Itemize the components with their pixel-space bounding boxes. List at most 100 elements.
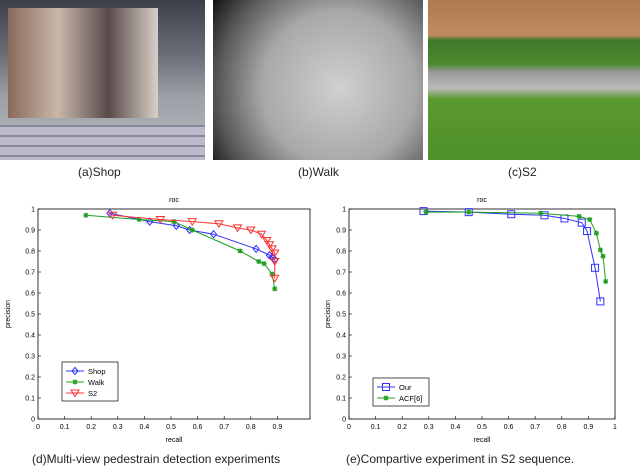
- caption-a: (a)Shop: [78, 165, 121, 179]
- legend-label: S2: [88, 389, 97, 398]
- legend-label: ACF[6]: [399, 394, 422, 403]
- legend-marker: [70, 389, 80, 398]
- series-our-point: [577, 218, 586, 227]
- caption-b: (b)Walk: [298, 165, 339, 179]
- y-tick-label: 0.5: [336, 312, 346, 319]
- series-shop-point: [252, 244, 260, 254]
- legend-label: Shop: [88, 367, 106, 376]
- chart-title: roc: [477, 197, 487, 204]
- x-tick-label: 0.7: [219, 424, 229, 431]
- y-tick-label: 0.8: [25, 249, 35, 256]
- series-s2-point: [256, 230, 267, 239]
- x-tick-label: 0: [347, 424, 351, 431]
- y-tick-label: 0.1: [25, 396, 35, 403]
- chart-comparative: roc recall precision 0 0.1 0.2 0.3 0.4 0.5 0.6 0.7…: [325, 197, 617, 444]
- y-tick-label: 0.3: [336, 354, 346, 361]
- x-tick-label: 0.6: [193, 424, 203, 431]
- legend-label: Walk: [88, 378, 105, 387]
- series-walk-point: [237, 248, 243, 254]
- railing: [0, 125, 205, 160]
- x-tick-label: 0.9: [584, 424, 594, 431]
- photo-s2: [428, 0, 640, 160]
- series-acf6-point: [603, 278, 609, 284]
- series-s2-line: [112, 214, 276, 279]
- y-tick-label: 0.2: [336, 375, 346, 382]
- y-tick-label: 0.2: [25, 375, 35, 382]
- x-tick-label: 0.4: [451, 424, 461, 431]
- caption-e: (e)Compartive experiment in S2 sequence.: [346, 452, 575, 466]
- series-acf6-point: [538, 210, 544, 216]
- series-acf6-point: [587, 217, 593, 222]
- series-shop-point: [209, 229, 218, 239]
- series-walk-point: [256, 259, 262, 264]
- y-tick-label: 0.3: [25, 354, 35, 361]
- y-tick-label: 0.7: [336, 270, 346, 277]
- series-s2-point: [264, 241, 275, 250]
- y-axis-label: precision: [325, 300, 332, 328]
- series-acf6-point: [576, 213, 582, 219]
- x-tick-label: 0: [36, 424, 40, 431]
- y-tick-label: 0: [31, 417, 35, 424]
- x-tick-label: 0.3: [113, 424, 123, 431]
- x-tick-label: 0.6: [504, 424, 514, 431]
- x-tick-label: 0.9: [273, 424, 283, 431]
- series-s2-point: [232, 224, 243, 233]
- y-tick-label: 0.8: [336, 249, 346, 256]
- series-s2-point: [107, 211, 118, 220]
- caption-d: (d)Multi-view pedestrain detection exper…: [32, 452, 281, 466]
- x-axis-label: recall: [474, 437, 491, 444]
- series-walk-point: [272, 286, 278, 292]
- x-tick-label: 0.4: [140, 424, 150, 431]
- series-acf6-point: [466, 209, 472, 215]
- x-tick-label: 0.3: [424, 424, 434, 431]
- y-tick-label: 0.9: [25, 228, 35, 235]
- series-acf6-point: [597, 247, 603, 253]
- y-tick-label: 0.4: [25, 333, 35, 340]
- series-s2-point: [187, 218, 198, 227]
- legend-marker: [382, 383, 390, 391]
- legend-marker: [71, 366, 79, 376]
- photo-shop: [0, 0, 205, 160]
- series-s2-point: [267, 245, 277, 254]
- series-s2-point: [213, 220, 224, 229]
- series-s2-point: [261, 237, 272, 245]
- x-tick-label: 0.1: [371, 424, 381, 431]
- series-s2-point: [245, 226, 256, 235]
- series-walk-point: [261, 261, 267, 267]
- series-walk-point: [189, 227, 195, 233]
- x-tick-label: 0.2: [86, 424, 96, 431]
- series-acf6-point: [593, 230, 599, 236]
- y-tick-label: 0.6: [25, 291, 35, 298]
- y-tick-label: 0.5: [25, 312, 35, 319]
- series-walk-point: [83, 212, 89, 218]
- x-tick-label: 0.2: [397, 424, 407, 431]
- y-tick-label: 0.1: [336, 396, 346, 403]
- y-tick-label: 0: [342, 417, 346, 424]
- x-tick-label: 0.5: [477, 424, 487, 431]
- x-tick-label: 1: [613, 424, 617, 431]
- photo-walk: [213, 0, 423, 160]
- series-s2-point: [269, 274, 280, 283]
- series-our-point: [507, 210, 516, 219]
- y-tick-label: 1: [342, 207, 346, 214]
- chart-title: roc: [169, 197, 179, 204]
- y-tick-label: 0.9: [336, 228, 346, 235]
- series-acf6-point: [423, 209, 429, 215]
- legend-marker: [72, 379, 78, 385]
- series-shop-point: [172, 221, 180, 231]
- x-tick-label: 0.8: [246, 424, 256, 431]
- legend: [372, 377, 430, 407]
- x-tick-label: 0.1: [60, 424, 70, 431]
- legend-label: Our: [399, 383, 412, 392]
- y-tick-label: 0.4: [336, 333, 346, 340]
- chart-multiview: roc recall precision 0 0.1 0.2 0.3 0.4 0.5 0.6 0.7…: [5, 197, 311, 444]
- series-acf6-point: [600, 253, 606, 259]
- y-tick-label: 1: [31, 207, 35, 214]
- caption-c: (c)S2: [508, 165, 537, 179]
- series-walk-point: [269, 271, 275, 277]
- x-tick-label: 0.8: [557, 424, 567, 431]
- series-our-point: [596, 297, 605, 306]
- y-tick-label: 0.6: [336, 291, 346, 298]
- shop-window: [8, 8, 158, 118]
- x-tick-label: 0.7: [530, 424, 540, 431]
